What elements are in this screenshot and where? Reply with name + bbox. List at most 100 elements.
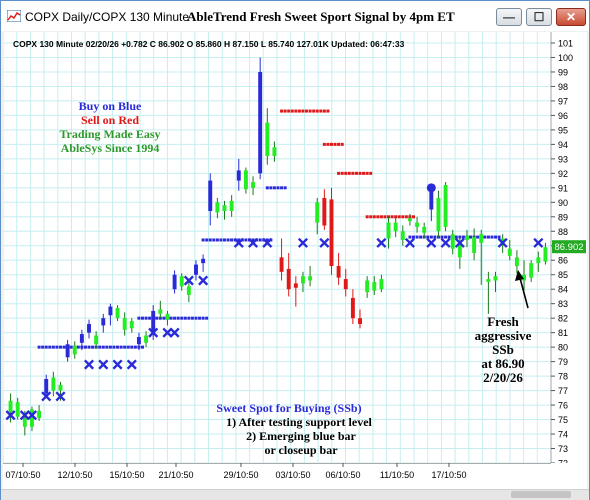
- candle-body: [443, 184, 448, 227]
- candle-body: [251, 182, 256, 188]
- signal-dot: [369, 215, 373, 219]
- price-tick-label: 100: [558, 53, 573, 63]
- signal-dot: [219, 238, 223, 242]
- price-tick-label: 94: [558, 140, 568, 150]
- candle-body: [186, 286, 191, 295]
- signal-dot: [205, 316, 209, 320]
- signal-dot: [301, 109, 305, 113]
- price-tick-label: 76: [558, 401, 568, 411]
- signal-dot: [162, 316, 166, 320]
- candle-body: [315, 202, 320, 223]
- candle-body: [222, 205, 227, 211]
- candle-body: [308, 276, 313, 281]
- signal-dot: [419, 235, 423, 239]
- candle-body: [136, 337, 141, 345]
- signal-dot: [322, 109, 326, 113]
- stop-marker: [5, 410, 16, 421]
- title-bar[interactable]: COPX Daily/COPX 130 Minute AbleTrend Fre…: [1, 1, 589, 31]
- time-tick-label: 06/10:50: [325, 470, 360, 480]
- candle-body: [51, 377, 56, 391]
- candle-body: [365, 280, 370, 293]
- price-chart[interactable]: 7273747576777879808182838485868788899091…: [3, 32, 587, 463]
- callout-line3: SSb: [492, 342, 514, 357]
- close-button[interactable]: ✕: [556, 8, 586, 26]
- candle-body: [486, 279, 491, 282]
- signal-dot: [283, 186, 287, 190]
- signal-dot: [312, 109, 316, 113]
- signal-dot: [155, 316, 159, 320]
- scrollbar-thumb[interactable]: [511, 491, 571, 498]
- candle-body: [379, 279, 384, 290]
- signal-dot: [412, 215, 415, 219]
- stop-marker: [440, 237, 451, 248]
- minimize-button[interactable]: —: [496, 8, 522, 26]
- signal-dot: [62, 345, 66, 349]
- signal-dot: [176, 316, 180, 320]
- candle-body: [22, 418, 27, 427]
- legend-sell: Sell on Red: [81, 113, 139, 127]
- candle-body: [300, 276, 305, 284]
- time-tick-label: 03/10:50: [275, 470, 310, 480]
- callout-arrow: [515, 270, 529, 309]
- stop-marker: [41, 391, 52, 402]
- price-tick-label: 74: [558, 430, 568, 440]
- signal-dot: [461, 235, 465, 239]
- stop-marker: [233, 237, 244, 248]
- stop-marker: [533, 237, 544, 248]
- candle-body: [472, 237, 477, 253]
- candle-body: [322, 197, 327, 226]
- stop-marker: [183, 275, 194, 286]
- info-line: COPX 130 Minute 02/20/26 +0.782 C 86.902…: [13, 39, 405, 49]
- signal-dot: [265, 186, 269, 190]
- signal-dot: [126, 345, 130, 349]
- stop-markers: [5, 237, 544, 421]
- signal-dot: [130, 345, 134, 349]
- signal-dot: [205, 238, 209, 242]
- horizontal-scrollbar[interactable]: [1, 489, 589, 500]
- signal-dot: [208, 238, 212, 242]
- time-tick-label: 07/10:50: [5, 470, 40, 480]
- signal-dot: [426, 235, 430, 239]
- signal-dot: [429, 235, 433, 239]
- candle-body: [215, 202, 220, 213]
- signal-title: AbleTrend Fresh Sweet Sport Signal by 4p…: [187, 9, 455, 24]
- candle-body: [422, 226, 427, 233]
- signal-dot: [494, 235, 498, 239]
- candle-body: [543, 247, 548, 262]
- signal-dot: [48, 345, 52, 349]
- signal-dot: [379, 215, 383, 219]
- signal-dot: [41, 345, 45, 349]
- signal-dot: [83, 345, 87, 349]
- signal-dot: [308, 109, 312, 113]
- candle-body: [358, 318, 362, 324]
- price-tick-label: 85: [558, 270, 568, 280]
- signal-dot: [180, 316, 184, 320]
- stop-marker: [55, 391, 66, 402]
- stop-marker: [247, 237, 259, 248]
- signal-dot: [141, 345, 144, 349]
- signal-dot: [237, 238, 241, 242]
- candle-body: [465, 235, 469, 240]
- signal-dot: [51, 345, 55, 349]
- candle-body: [208, 180, 213, 211]
- stop-marker: [426, 237, 437, 248]
- candle-body: [286, 268, 291, 290]
- candle-body: [529, 263, 534, 278]
- candle-body: [479, 234, 484, 243]
- price-tick-label: 79: [558, 357, 568, 367]
- signal-dot: [447, 235, 451, 239]
- signal-dot: [319, 109, 323, 113]
- time-tick-label: 29/10:50: [223, 470, 258, 480]
- signal-dot: [212, 238, 216, 242]
- maximize-button[interactable]: ☐: [526, 8, 552, 26]
- candle-body: [400, 231, 405, 240]
- signal-dot: [116, 345, 120, 349]
- signal-dot: [397, 215, 401, 219]
- candle-body: [265, 122, 270, 156]
- candle-body: [144, 335, 149, 343]
- time-tick-label: 21/10:50: [158, 470, 193, 480]
- stop-marker: [297, 237, 309, 248]
- signal-dot: [258, 238, 262, 242]
- candle-body: [243, 170, 248, 190]
- signal-dot: [326, 109, 330, 113]
